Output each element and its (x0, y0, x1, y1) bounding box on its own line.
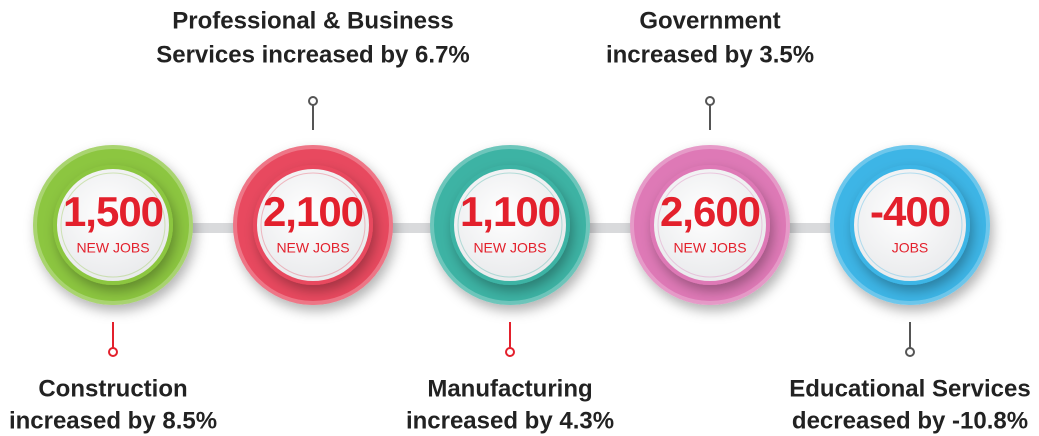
pin-head (108, 347, 118, 357)
label: increased by 3.5% (606, 41, 814, 68)
value: -400 (870, 188, 950, 235)
label: Construction (38, 375, 187, 402)
unit: JOBS (892, 240, 929, 256)
unit: NEW JOBS (473, 240, 546, 256)
inner-disc (53, 165, 173, 285)
ring-highlight (233, 145, 393, 305)
label: Manufacturing (427, 375, 592, 402)
label: Educational Services (789, 375, 1030, 402)
value: 2,100 (263, 188, 363, 235)
unit: NEW JOBS (276, 240, 349, 256)
pin-head (705, 96, 715, 106)
label: increased by 8.5% (9, 407, 217, 434)
value: 1,500 (63, 188, 163, 235)
value: 1,100 (460, 188, 560, 235)
unit: NEW JOBS (76, 240, 149, 256)
unit: NEW JOBS (673, 240, 746, 256)
value: 2,600 (660, 188, 760, 235)
inner-line (60, 172, 166, 278)
label: Services increased by 6.7% (156, 41, 470, 68)
inner-disc (850, 165, 970, 285)
inner-line (657, 172, 763, 278)
inner-disc (450, 165, 570, 285)
ring-highlight (430, 145, 590, 305)
pin-head (905, 347, 915, 357)
inner-line (260, 172, 366, 278)
inner-disc (650, 165, 770, 285)
label: Government (639, 7, 780, 34)
inner-line (857, 172, 963, 278)
ring-highlight (630, 145, 790, 305)
ring-highlight (33, 145, 193, 305)
inner-line (457, 172, 563, 278)
milestone: 1,100 NEW JOBS Manufacturing increased by 4… (406, 145, 614, 434)
label: increased by 4.3% (406, 407, 614, 434)
pin-head (505, 347, 515, 357)
milestone: -400 JOBS Educational Services decreased by… (789, 145, 1031, 434)
milestone: 2,600 NEW JOBS Government increased by 3.5% (606, 7, 814, 305)
inner-disc (253, 165, 373, 285)
milestone: 2,100 NEW JOBS Professional & Business Serv… (156, 7, 470, 305)
label: decreased by -10.8% (792, 407, 1028, 434)
pin-head (308, 96, 318, 106)
milestone: 1,500 NEW JOBS Construction increased by 8.… (9, 145, 217, 434)
ring-highlight (830, 145, 990, 305)
label: Professional & Business (172, 7, 453, 34)
